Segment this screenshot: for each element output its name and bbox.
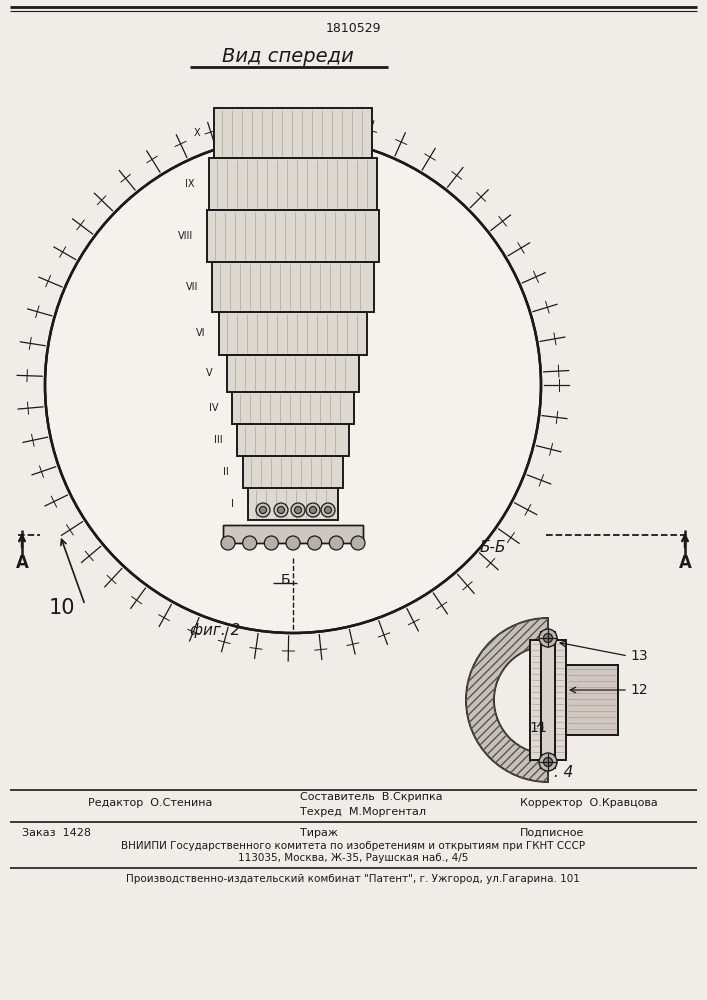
Bar — [209, 158, 377, 210]
Text: A: A — [16, 554, 28, 572]
Circle shape — [278, 506, 284, 514]
Bar — [212, 262, 374, 312]
Text: V: V — [206, 368, 213, 378]
Circle shape — [286, 536, 300, 550]
Text: VII: VII — [186, 282, 198, 292]
Bar — [219, 312, 367, 355]
Bar — [212, 262, 374, 312]
Text: фиг. 4: фиг. 4 — [522, 764, 573, 780]
Text: 12: 12 — [630, 683, 648, 697]
Text: Б: Б — [280, 573, 290, 587]
Circle shape — [295, 506, 301, 514]
Text: Техред  М.Моргентал: Техред М.Моргентал — [300, 807, 426, 817]
Text: 113035, Москва, Ж-35, Раушская наб., 4/5: 113035, Москва, Ж-35, Раушская наб., 4/5 — [238, 853, 468, 863]
Circle shape — [321, 503, 335, 517]
Bar — [232, 392, 354, 424]
Bar — [214, 108, 372, 158]
Text: Составитель  В.Скрипка: Составитель В.Скрипка — [300, 792, 443, 802]
Bar — [223, 525, 363, 543]
Text: 1810529: 1810529 — [325, 21, 381, 34]
Text: IX: IX — [185, 179, 195, 189]
Text: Заказ  1428: Заказ 1428 — [22, 828, 91, 838]
Bar — [243, 456, 343, 488]
Circle shape — [256, 503, 270, 517]
Bar — [530, 640, 566, 760]
Bar — [243, 456, 343, 488]
Text: Производственно-издательский комбинат "Патент", г. Ужгород, ул.Гагарина. 101: Производственно-издательский комбинат "П… — [126, 874, 580, 884]
Text: Б-Б: Б-Б — [480, 540, 506, 556]
Text: Корректор  О.Кравцова: Корректор О.Кравцова — [520, 798, 658, 808]
Bar — [209, 158, 377, 210]
Circle shape — [306, 503, 320, 517]
Circle shape — [259, 506, 267, 514]
Text: 11: 11 — [529, 721, 547, 735]
Circle shape — [221, 536, 235, 550]
Circle shape — [45, 137, 541, 633]
Bar — [530, 640, 566, 760]
Circle shape — [308, 536, 322, 550]
Text: Редактор  О.Стенина: Редактор О.Стенина — [88, 798, 212, 808]
Text: ВНИИПИ Государственного комитета по изобретениям и открытиям при ГКНТ СССР: ВНИИПИ Государственного комитета по изоб… — [121, 841, 585, 851]
Circle shape — [243, 536, 257, 550]
Bar — [566, 665, 618, 735]
Bar — [566, 665, 618, 735]
Circle shape — [291, 503, 305, 517]
Text: II: II — [223, 467, 229, 477]
Circle shape — [544, 758, 552, 766]
Bar — [541, 632, 555, 768]
Circle shape — [310, 506, 317, 514]
Text: Тираж: Тираж — [300, 828, 338, 838]
Text: IV: IV — [209, 403, 218, 413]
Text: VI: VI — [196, 328, 205, 338]
Text: 10: 10 — [49, 598, 75, 618]
Text: X: X — [194, 128, 200, 138]
Bar — [541, 632, 555, 768]
Circle shape — [264, 536, 279, 550]
Wedge shape — [466, 618, 548, 782]
Bar — [223, 525, 363, 543]
Text: III: III — [214, 435, 223, 445]
Bar — [232, 392, 354, 424]
Circle shape — [539, 753, 557, 771]
Text: 13: 13 — [630, 649, 648, 663]
Circle shape — [274, 503, 288, 517]
Bar — [237, 424, 349, 456]
Text: VIII: VIII — [177, 231, 193, 241]
Circle shape — [351, 536, 365, 550]
Text: фиг. 2: фиг. 2 — [189, 622, 240, 638]
Bar — [237, 424, 349, 456]
Circle shape — [539, 629, 557, 647]
Text: I: I — [231, 499, 234, 509]
Bar — [248, 488, 338, 520]
Bar — [248, 488, 338, 520]
Bar — [227, 355, 359, 392]
Bar — [207, 210, 379, 262]
Text: A: A — [679, 554, 691, 572]
Text: Вид спереди: Вид спереди — [222, 47, 354, 66]
Bar — [214, 108, 372, 158]
Circle shape — [325, 506, 332, 514]
Bar — [227, 355, 359, 392]
Text: Подписное: Подписное — [520, 828, 585, 838]
Circle shape — [544, 634, 552, 643]
Bar — [207, 210, 379, 262]
Bar — [219, 312, 367, 355]
Circle shape — [329, 536, 344, 550]
